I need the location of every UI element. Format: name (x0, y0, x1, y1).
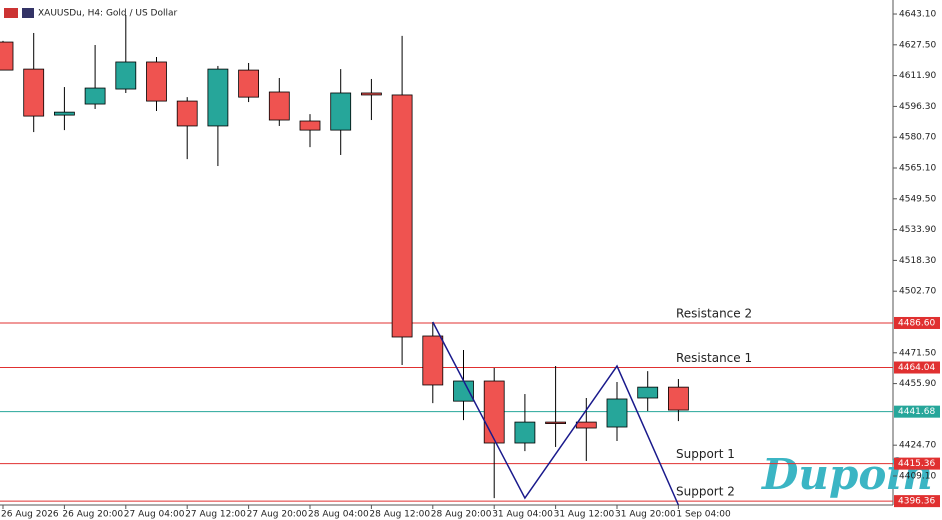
candle-body (483, 380, 505, 444)
price-tag (894, 495, 940, 508)
candle-body (575, 421, 597, 429)
candle-body (23, 68, 45, 117)
candle-body (0, 41, 14, 71)
x-tick-label: 27 Aug 12:00 (185, 510, 246, 520)
level-label: Resistance 1 (676, 351, 752, 365)
price-tag (894, 405, 940, 418)
candle-body (453, 380, 474, 402)
y-tick-label: 4596.30 (899, 102, 936, 112)
y-tick-label: 4565.10 (899, 164, 936, 174)
price-tag-label: 4396.36 (898, 497, 935, 507)
candle-body (668, 386, 689, 411)
x-tick-label: 27 Aug 20:00 (247, 510, 308, 520)
price-tag (894, 361, 940, 374)
level-label: Support 2 (676, 485, 735, 499)
y-tick-label: 4643.10 (899, 10, 936, 20)
candle-body (330, 92, 352, 131)
y-tick-label: 4549.50 (899, 194, 936, 204)
candle-body (54, 111, 75, 116)
x-tick-label: 28 Aug 12:00 (369, 510, 430, 520)
y-tick-label: 4533.90 (899, 225, 936, 235)
x-tick-label: 26 Aug 2026 (1, 510, 59, 520)
candle-body (422, 335, 444, 386)
candle-body (115, 61, 137, 90)
candle-body (514, 421, 536, 444)
chart-title: XAUUSDu, H4: Gold / US Dollar (38, 9, 178, 19)
icon (4, 8, 18, 18)
zigzag-line (432, 321, 680, 506)
x-tick-label: 1 Sep 04:00 (676, 510, 731, 520)
candle-body (545, 421, 566, 424)
icon (22, 8, 34, 18)
y-tick-label: 4580.70 (899, 133, 936, 143)
x-tick-label: 27 Aug 04:00 (124, 510, 185, 520)
y-tick-label: 4611.90 (899, 71, 936, 81)
price-tag (894, 457, 940, 470)
candle-body (299, 120, 321, 131)
candle-body (84, 87, 106, 105)
price-tag-label: 4415.36 (898, 459, 935, 469)
price-tag-label: 4464.04 (898, 363, 935, 373)
y-tick-label: 4627.50 (899, 40, 936, 50)
y-tick-label: 4455.90 (899, 379, 936, 389)
level-label: Support 1 (676, 447, 735, 461)
candle-body (606, 398, 628, 428)
x-tick-label: 26 Aug 20:00 (62, 510, 123, 520)
y-tick-label: 4424.70 (899, 441, 936, 451)
y-tick-label: 4502.70 (899, 287, 936, 297)
symbol-icon (4, 8, 34, 18)
candle-body (146, 61, 167, 102)
candle-body (360, 92, 382, 96)
candle-body (268, 91, 290, 121)
candle-body (176, 100, 198, 127)
price-tag (894, 316, 940, 329)
price-tag-label: 4441.68 (898, 407, 935, 417)
y-tick-label: 4518.30 (899, 256, 936, 266)
candle-body (207, 68, 229, 127)
price-tag-label: 4486.60 (898, 318, 935, 328)
level-label: Resistance 2 (676, 306, 752, 320)
x-tick-label: 31 Aug 12:00 (554, 510, 615, 520)
x-tick-label: 28 Aug 20:00 (431, 510, 492, 520)
candle-body (238, 69, 260, 98)
candle-body (637, 386, 659, 399)
x-tick-label: 31 Aug 20:00 (615, 510, 676, 520)
x-tick-label: 31 Aug 04:00 (492, 510, 553, 520)
candle-body (391, 94, 413, 338)
x-tick-label: 28 Aug 04:00 (308, 510, 369, 520)
y-tick-label: 4471.50 (899, 348, 936, 358)
y-tick-label: 4409.10 (899, 471, 936, 481)
